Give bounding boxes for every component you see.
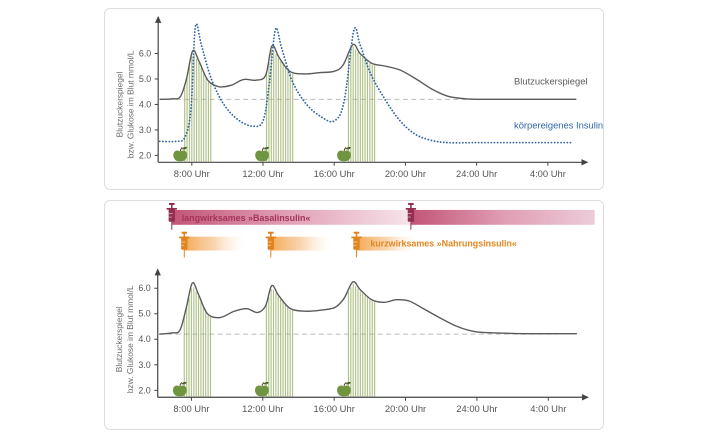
y-tick-label: 5.0	[138, 309, 150, 319]
syringe-barrel	[353, 236, 360, 250]
x-axis-arrow	[582, 394, 589, 401]
apple-meal-icon	[254, 381, 269, 397]
series-line-glucose	[159, 43, 577, 101]
apple-body	[337, 385, 351, 397]
apple-leaf	[345, 381, 351, 385]
x-tick-label: 16:00 Uhr	[314, 403, 355, 414]
bolus-syringe-icon	[179, 231, 190, 258]
apple-body	[337, 150, 351, 162]
x-tick-label: 8:00 Uhr	[174, 168, 210, 179]
x-tick-label: 4:00 Uhr	[530, 168, 566, 179]
x-axis-arrow	[581, 159, 589, 166]
meal-absorption-band	[347, 283, 376, 397]
x-tick-label: 20:00 Uhr	[385, 168, 426, 179]
apple-leaf	[181, 381, 187, 385]
y-tick-label: 2.0	[139, 150, 151, 160]
apple-leaf	[263, 146, 270, 150]
bolus-insulin-duration-bar	[356, 236, 418, 251]
apple-leaf	[181, 146, 188, 150]
y-axis-title: bzw. Glukose im Blut mmol/L	[125, 285, 135, 393]
basal-insulin-label: langwirksames »Basalinsulin«	[182, 213, 311, 223]
y-tick-label: 6.0	[138, 283, 150, 293]
apple-meal-icon	[173, 146, 188, 162]
apple-meal-icon	[255, 146, 270, 162]
series-label-insulin: körpereigenes Insulin	[514, 120, 603, 131]
basal-syringe-icon	[166, 202, 177, 230]
x-tick-label: 16:00 Uhr	[314, 168, 355, 179]
apple-stem	[343, 382, 347, 387]
apple-stem	[261, 382, 265, 387]
y-axis-arrow	[154, 268, 161, 276]
apple-stem	[179, 382, 183, 387]
y-axis-title: Blutzuckerspiegel	[115, 71, 125, 137]
x-tick-label: 20:00 Uhr	[385, 403, 426, 414]
apple-stem	[261, 147, 265, 152]
endogenous-insulin-chart: 6.0 5.0 4.0 3.0 2.0 8:00 Uhr 12:00 Uhr 16:00 Uh…	[115, 15, 603, 179]
y-tick-label: 4.0	[138, 334, 150, 344]
x-tick-label: 12:00 Uhr	[242, 168, 283, 179]
apple-meal-icon	[172, 381, 187, 397]
syringe-barrel	[168, 208, 175, 222]
bolus-insulin-label: kurzwirksames »Nahrungsinsulin«	[370, 239, 517, 249]
bolus-insulin-duration-bar	[184, 236, 245, 251]
meal-absorption-band	[265, 289, 294, 397]
series-label-glucose: Blutzuckerspiegel	[514, 76, 587, 87]
apple-body	[254, 385, 269, 397]
basal-insulin-duration-bar	[410, 209, 595, 225]
y-tick-label: 3.0	[138, 360, 150, 370]
y-axis-arrow	[155, 15, 162, 23]
x-tick-label: 8:00 Uhr	[173, 403, 209, 414]
meal-absorption-band	[265, 50, 294, 162]
basal-insulin-duration-bar	[171, 209, 411, 225]
bolus-syringe-icon	[351, 231, 362, 258]
meal-absorption-band	[183, 287, 212, 397]
syringe-barrel	[267, 236, 275, 250]
y-axis-title: Blutzuckerspiegel	[114, 306, 124, 372]
syringe-barrel	[181, 236, 188, 250]
chart-card-therapy: langwirksames »Basalinsulin« kurzwirksame…	[104, 200, 604, 430]
apple-stem	[179, 147, 183, 152]
chart-card-endogenous: 6.0 5.0 4.0 3.0 2.0 8:00 Uhr 12:00 Uhr 16:00 Uh…	[104, 8, 604, 190]
y-tick-label: 3.0	[139, 125, 151, 135]
y-tick-label: 4.0	[139, 99, 151, 109]
series-line-glucose	[159, 280, 577, 335]
syringe-barrel	[407, 208, 415, 222]
apple-meal-icon	[337, 381, 351, 397]
x-tick-label: 24:00 Uhr	[456, 168, 497, 179]
apple-leaf	[345, 146, 351, 150]
apple-stem	[343, 147, 347, 152]
meal-absorption-band	[347, 46, 376, 162]
y-tick-label: 2.0	[138, 385, 150, 395]
bolus-syringe-icon	[265, 231, 276, 258]
x-tick-label: 24:00 Uhr	[456, 403, 497, 414]
x-tick-label: 12:00 Uhr	[242, 403, 283, 414]
series-line-insulin	[158, 23, 574, 144]
basal-syringe-icon	[405, 202, 417, 230]
insulin-therapy-chart: langwirksames »Basalinsulin« kurzwirksame…	[114, 202, 595, 414]
y-axis-title: bzw. Glukose im Blut mmol/L	[125, 50, 135, 158]
apple-body	[255, 150, 270, 162]
apple-body	[173, 150, 188, 162]
y-tick-label: 6.0	[139, 48, 151, 58]
bolus-insulin-duration-bar	[270, 236, 332, 251]
apple-leaf	[263, 381, 269, 385]
y-tick-label: 5.0	[139, 74, 151, 84]
apple-body	[172, 385, 187, 397]
meal-absorption-band	[184, 54, 212, 162]
x-tick-label: 4:00 Uhr	[530, 403, 566, 414]
apple-meal-icon	[337, 146, 351, 162]
